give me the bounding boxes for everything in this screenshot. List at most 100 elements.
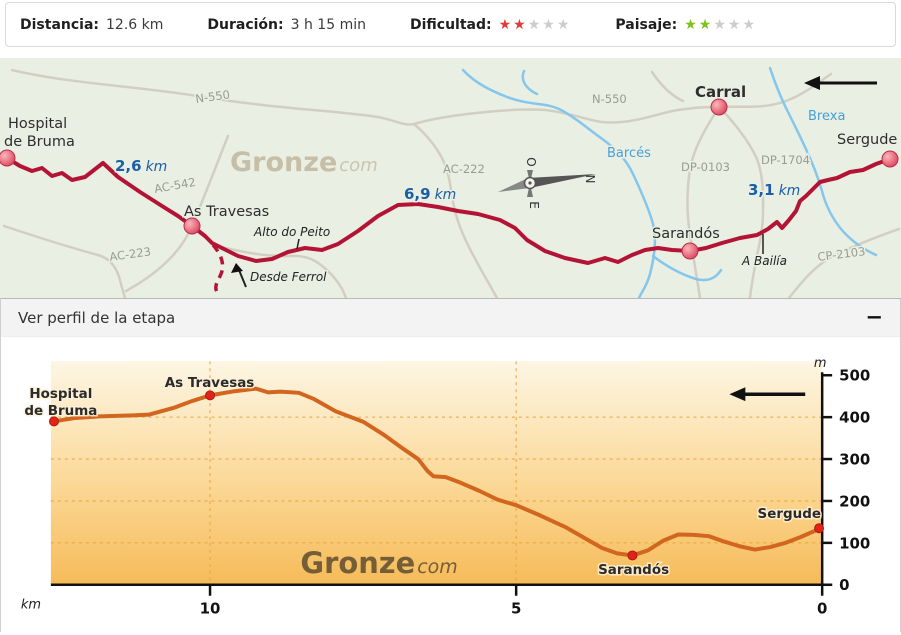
x-tick-label: 10 [200,600,221,618]
elevation-line [51,386,822,558]
town-label: Sarandós [652,226,720,242]
road-label: N-550 [194,87,230,106]
town-marker [0,149,16,167]
town-label: de Bruma [4,134,75,150]
compass-icon [498,170,596,197]
map-watermark: Gronze com [230,147,378,178]
chart-direction-arrow [729,387,806,402]
road-n550 [10,68,833,126]
info-label: Dificultad: [409,16,492,33]
river-fork [521,69,539,96]
x-tick-label: 0 [817,600,827,618]
chart-plot-area [50,361,823,585]
road-dp1704 [717,105,765,298]
river-label: Brexa [808,109,845,124]
profile-panel: Ver perfil de la etapa − Gronze com 0 100 20… [0,298,901,632]
star-rating-icons: ★★★★★ [684,18,757,32]
info-item-duración: Duración: 3 h 15 min [207,17,366,33]
route-map: Gronze com N-550 N-550 AC-542 AC-223 AC-222 DP-… [0,58,901,298]
profile-header[interactable]: Ver perfil de la etapa − [1,299,900,337]
waypoint-marker [48,416,59,427]
waypoint-label: de Bruma [24,403,97,419]
star-empty-icon: ★ [527,16,543,33]
star-empty-icon: ★ [742,16,758,33]
y-tick-label: 300 [839,451,870,469]
star-filled-icon: ★ [684,16,699,33]
desde-ferrol-arrowhead [231,263,243,273]
route-line [5,156,892,265]
distance-label: 2,6 km [115,157,167,175]
star-empty-icon: ★ [713,16,728,33]
waypoint-label: As Travesas [165,375,255,391]
elevation-chart-svg: Gronze com 0 100 200 300 400 500 m 10 5 0 km Hospital… [21,356,870,618]
star-empty-icon: ★ [542,16,557,33]
town-label: Carral [695,83,746,101]
waypoint-label: Sergude [758,506,821,522]
town-marker [881,150,899,168]
stage-info-bar: Distancia: 12.6 km Duración: 3 h 15 min Difi… [5,2,896,47]
collapse-button[interactable]: − [865,305,883,329]
town-label: As Travesas [184,204,269,220]
compass-letter: O [524,157,538,166]
profile-header-title: Ver perfil de la etapa [18,308,176,327]
info-item-dificultad: Dificultad: ★★★★★ [410,17,571,33]
town-label: Hospital [8,116,67,132]
poi-pointers [238,234,764,288]
waypoint-marker [814,523,825,534]
route-variant-dashed [211,243,225,293]
road-label: DP-1704 [761,153,810,167]
town-marker [710,98,728,116]
road-dp0103 [686,105,721,298]
y-tick-label: 200 [839,492,870,510]
river-tributary [651,254,723,282]
star-empty-icon: ★ [556,16,572,33]
map-direction-arrow [804,76,877,90]
y-tick-label: 0 [839,576,849,594]
chart-watermark: Gronze com [300,546,457,580]
star-filled-icon: ★ [513,16,528,33]
river-barces [461,68,657,298]
road-label: N-550 [592,92,627,106]
info-label: Duración: [207,16,284,33]
map-background [0,58,901,298]
info-value: 3 h 15 min [290,16,366,33]
star-filled-icon: ★ [498,16,514,33]
elevation-chart: Gronze com 0 100 200 300 400 500 m 10 5 0 km Hospital… [1,337,900,632]
distance-label: 3,1 km [748,181,800,199]
river-brexa [768,66,878,257]
town-marker [681,242,699,260]
road-branch-ne [650,70,685,103]
road-cp2103 [787,227,901,298]
info-label: Distancia: [20,16,100,33]
river-label: Barcés [607,146,651,161]
waypoint-label: Hospital [29,386,92,402]
waypoint-label: Sarandós [598,562,669,578]
star-empty-icon: ★ [727,16,743,33]
info-item-distancia: Distancia: 12.6 km [20,17,163,33]
info-label: Paisaje: [615,16,678,33]
town-label: Sergude [837,132,897,148]
distance-label: 6,9 km [404,185,456,203]
y-tick-label: 100 [839,534,870,552]
road-ac223 [2,224,127,298]
star-filled-icon: ★ [698,16,714,33]
compass-letter: E [527,201,541,209]
x-axis-unit-label: km [21,598,41,613]
road-label: DP-0103 [681,160,730,174]
info-value: 12.6 km [106,16,164,33]
info-item-paisaje: Paisaje: ★★★★★ [615,17,757,33]
road-branch-se [212,243,348,298]
alto-do-peito-pointer [296,238,300,250]
road-label: AC-222 [443,162,485,176]
town-marker [183,217,201,235]
road-ac222 [412,122,499,298]
map-rivers [461,66,878,298]
poi-label: Desde Ferrol [250,270,327,284]
poi-label: A Bailía [741,254,787,268]
waypoint-marker [627,550,638,561]
y-tick-label: 400 [839,409,870,427]
y-axis-unit-label: m [814,356,827,371]
star-rating-icons: ★★★★★ [499,18,572,32]
